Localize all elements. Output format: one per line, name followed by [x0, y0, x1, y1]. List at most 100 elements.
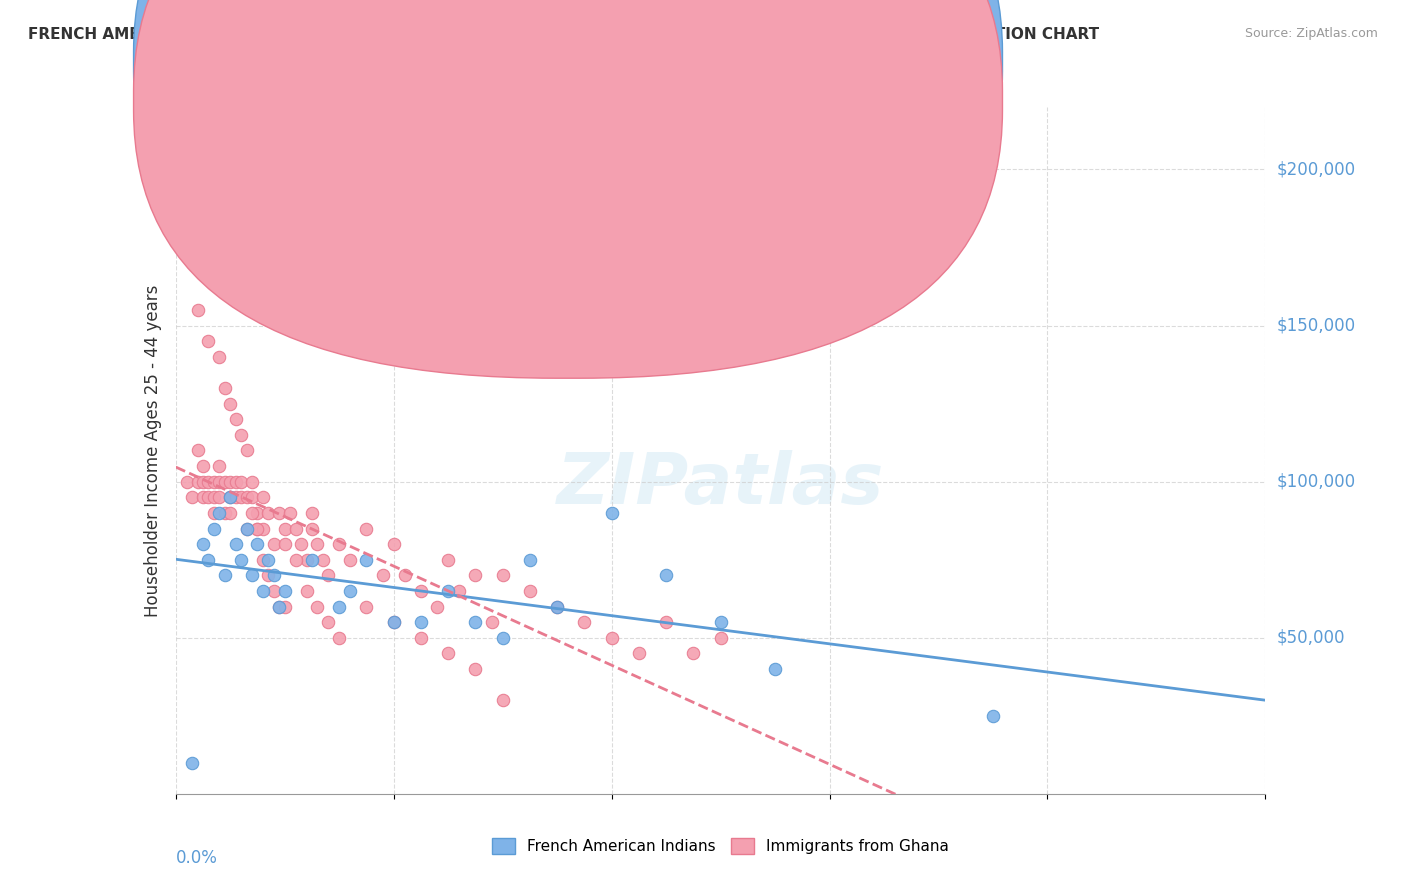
Point: [252, 490, 274, 504]
Point: [274, 537, 297, 551]
Point: [257, 568, 280, 582]
Point: [219, 490, 242, 504]
Point: [519, 552, 541, 567]
Point: [710, 631, 733, 645]
Point: [312, 552, 335, 567]
Point: [246, 506, 269, 520]
Point: [464, 615, 486, 630]
Point: [246, 537, 269, 551]
Point: [257, 552, 280, 567]
Point: [219, 475, 242, 489]
Point: [186, 303, 209, 318]
Text: FRENCH AMERICAN INDIAN VS IMMIGRANTS FROM GHANA HOUSEHOLDER INCOME AGES 25 - 44 : FRENCH AMERICAN INDIAN VS IMMIGRANTS FRO…: [28, 27, 1099, 42]
Point: [181, 490, 204, 504]
Point: [208, 350, 231, 364]
Point: [214, 475, 236, 489]
Text: R = -0.088  N = 95: R = -0.088 N = 95: [591, 96, 735, 112]
Point: [191, 537, 214, 551]
Point: [328, 631, 350, 645]
Point: [981, 708, 1004, 723]
Point: [546, 599, 568, 614]
Point: [191, 458, 214, 473]
Point: [382, 615, 405, 630]
Point: [197, 475, 219, 489]
Point: [295, 552, 318, 567]
Point: [371, 568, 394, 582]
Point: [197, 334, 219, 348]
Point: [186, 443, 209, 458]
Point: [219, 396, 242, 410]
Point: [181, 240, 204, 255]
Point: [627, 646, 650, 660]
Point: [246, 521, 269, 535]
Point: [197, 552, 219, 567]
Point: [225, 412, 247, 426]
Point: [382, 615, 405, 630]
Point: [186, 475, 209, 489]
Point: [225, 475, 247, 489]
Point: [231, 552, 253, 567]
Point: [274, 583, 297, 598]
Point: [278, 506, 301, 520]
Point: [763, 662, 786, 676]
Point: [492, 693, 515, 707]
Point: [231, 475, 253, 489]
Text: 0.0%: 0.0%: [176, 849, 218, 867]
Point: [655, 615, 678, 630]
Point: [235, 521, 257, 535]
Point: [214, 506, 236, 520]
Point: [426, 599, 449, 614]
Text: ZIPatlas: ZIPatlas: [557, 450, 884, 519]
Point: [191, 475, 214, 489]
Point: [356, 552, 378, 567]
Point: [263, 537, 285, 551]
Point: [447, 583, 470, 598]
Point: [710, 615, 733, 630]
Point: [318, 568, 340, 582]
Point: [240, 506, 263, 520]
Point: [225, 537, 247, 551]
Point: [284, 521, 307, 535]
Point: [176, 475, 198, 489]
Point: [328, 537, 350, 551]
Point: [214, 381, 236, 395]
Point: [301, 521, 323, 535]
Point: [546, 599, 568, 614]
Point: [202, 521, 225, 535]
Text: $50,000: $50,000: [1277, 629, 1344, 647]
Point: [240, 475, 263, 489]
Point: [263, 568, 285, 582]
Point: [284, 552, 307, 567]
Point: [208, 475, 231, 489]
Point: [600, 631, 623, 645]
Point: [257, 506, 280, 520]
Point: [219, 506, 242, 520]
Point: [202, 506, 225, 520]
Point: [202, 490, 225, 504]
Point: [464, 568, 486, 582]
Point: [339, 583, 361, 598]
Point: [464, 662, 486, 676]
Y-axis label: Householder Income Ages 25 - 44 years: Householder Income Ages 25 - 44 years: [143, 285, 162, 616]
Point: [263, 583, 285, 598]
Point: [318, 615, 340, 630]
Text: $150,000: $150,000: [1277, 317, 1355, 334]
Point: [197, 490, 219, 504]
Point: [574, 615, 596, 630]
Point: [235, 521, 257, 535]
Point: [231, 490, 253, 504]
Point: [301, 552, 323, 567]
Point: [240, 568, 263, 582]
Point: [252, 583, 274, 598]
Point: [295, 583, 318, 598]
Point: [269, 599, 291, 614]
Text: $100,000: $100,000: [1277, 473, 1355, 491]
Point: [394, 568, 416, 582]
Point: [682, 646, 704, 660]
Point: [269, 506, 291, 520]
Point: [481, 615, 503, 630]
Point: [307, 599, 329, 614]
Point: [328, 599, 350, 614]
Point: [339, 552, 361, 567]
Point: [208, 490, 231, 504]
